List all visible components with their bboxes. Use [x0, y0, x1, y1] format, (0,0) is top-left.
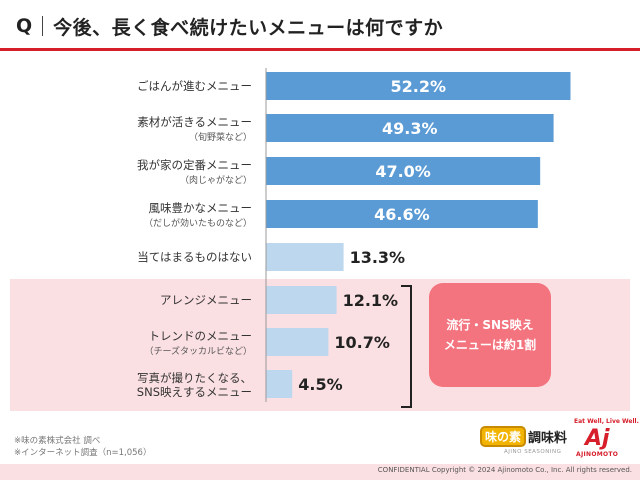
value-label: 46.6% [374, 205, 430, 224]
category-label: 素材が活きるメニュー [137, 115, 252, 129]
bar [266, 157, 541, 185]
category-label: 当てはまるものはない [137, 250, 252, 264]
seasoning-logo: 味の素 調味料 [480, 423, 567, 449]
title-underline [0, 48, 640, 51]
value-label: 12.1% [343, 291, 399, 310]
question-header: Q 今後、長く食べ続けたいメニューは何ですか [16, 8, 443, 44]
bar [266, 370, 293, 398]
category-sublabel: （肉じゃがなど） [180, 174, 252, 186]
category-sublabel: （旬野菜など） [189, 131, 252, 143]
category-label: 風味豊かなメニュー [149, 201, 253, 215]
copyright-footer: CONFIDENTIAL Copyright © 2024 Ajinomoto … [377, 466, 632, 474]
category-label: 写真が撮りたくなる、 [137, 371, 252, 385]
bar [266, 243, 344, 271]
callout-line-2: メニューは約1割 [443, 338, 537, 352]
source-note: ※味の素株式会社 調べ [14, 436, 101, 446]
trend-callout: 流行・SNS映え メニューは約1割 [429, 283, 551, 387]
question-label: Q [16, 15, 33, 37]
seasoning-logo-badge: 味の素 [480, 425, 527, 447]
category-label: 我が家の定番メニュー [137, 158, 252, 172]
category-sublabel: SNS映えするメニュー [137, 385, 252, 399]
title-divider [42, 16, 44, 36]
page-title: 今後、長く食べ続けたいメニューは何ですか [53, 16, 444, 39]
brand-tagline: Eat Well, Live Well. [574, 418, 639, 425]
value-label: 13.3% [350, 248, 406, 267]
survey-note: ※インターネット調査（n=1,056） [14, 448, 152, 458]
group-bracket [401, 285, 412, 408]
bar [266, 72, 571, 100]
ajinomoto-wordmark: AJINOMOTO [576, 451, 619, 458]
bar [266, 328, 329, 356]
value-label: 52.2% [390, 77, 446, 96]
category-sublabel: （チーズタッカルビなど） [144, 345, 252, 357]
value-label: 4.5% [298, 375, 342, 394]
value-label: 49.3% [382, 119, 438, 138]
ajinomoto-logo-mark: Aj [585, 426, 610, 451]
callout-line-1: 流行・SNS映え [446, 318, 534, 332]
bar [266, 200, 538, 228]
bar [266, 114, 554, 142]
category-sublabel: （だしが効いたものなど） [144, 217, 252, 229]
footer-bar [0, 464, 640, 480]
value-label: 10.7% [334, 333, 390, 352]
seasoning-logo-sub: AJINO SEASONING [504, 449, 562, 455]
category-label: ごはんが進むメニュー [137, 79, 252, 93]
category-label: アレンジメニュー [160, 293, 252, 307]
category-label: トレンドのメニュー [149, 329, 253, 343]
value-label: 47.0% [375, 162, 431, 181]
bar [266, 286, 337, 314]
seasoning-logo-text: 調味料 [528, 430, 568, 446]
